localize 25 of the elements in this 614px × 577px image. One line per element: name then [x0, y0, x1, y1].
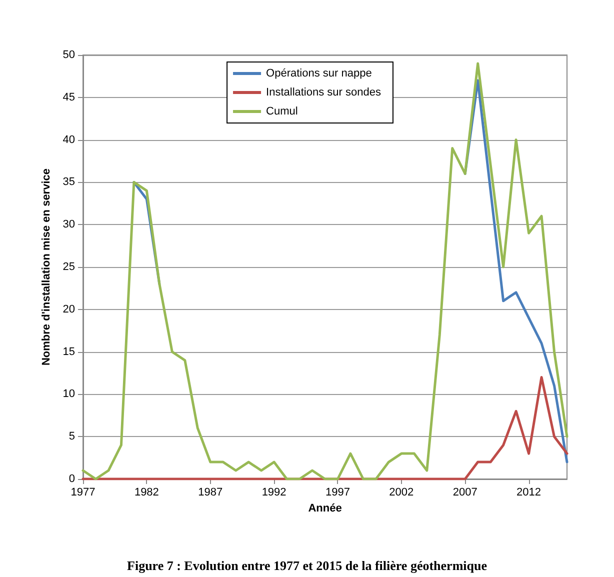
x-tick-label: 2002 [389, 486, 414, 498]
x-tick-label: 2007 [452, 486, 478, 498]
y-tick-label: 40 [62, 134, 75, 146]
y-tick-label: 25 [62, 261, 75, 273]
y-tick-label: 30 [62, 218, 75, 231]
y-tick-label: 45 [62, 91, 75, 104]
y-tick-label: 35 [62, 176, 75, 188]
x-tick-label: 1977 [70, 486, 96, 498]
y-tick-label: 15 [62, 346, 75, 358]
y-axis-title: Nombre d'installation mise en service [40, 168, 52, 366]
legend-label: Cumul [266, 106, 298, 118]
legend-label: Opérations sur nappe [266, 68, 372, 80]
y-tick-label: 0 [68, 473, 75, 485]
y-tick-label: 50 [62, 49, 75, 61]
x-tick-label: 1982 [134, 486, 159, 498]
legend-label: Installations sur sondes [266, 86, 382, 98]
x-tick-label: 1997 [325, 486, 350, 498]
y-tick-label: 20 [62, 303, 75, 316]
x-tick-label: 1987 [198, 486, 223, 498]
y-tick-label: 5 [68, 430, 75, 443]
x-axis-title: Année [308, 502, 342, 514]
x-tick-label: 2012 [516, 486, 542, 498]
text: Figure 7 : Evolution entre 1977 et 2015 de la filière géothermique [127, 558, 488, 573]
x-tick-label: 1992 [262, 486, 286, 498]
y-tick-label: 10 [62, 388, 75, 400]
